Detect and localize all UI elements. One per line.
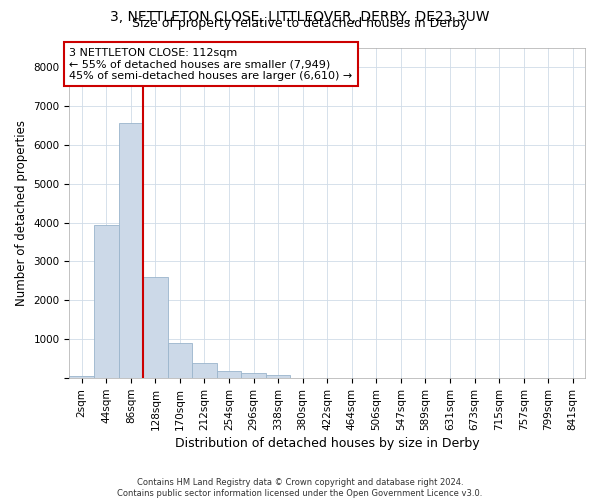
Text: 3, NETTLETON CLOSE, LITTLEOVER, DERBY, DE23 3UW: 3, NETTLETON CLOSE, LITTLEOVER, DERBY, D… [110,10,490,24]
Text: Size of property relative to detached houses in Derby: Size of property relative to detached ho… [133,18,467,30]
Bar [266,375,290,378]
Bar [217,371,241,378]
Bar [119,124,143,378]
Bar [167,343,192,378]
Text: Contains HM Land Registry data © Crown copyright and database right 2024.
Contai: Contains HM Land Registry data © Crown c… [118,478,482,498]
Bar [94,224,119,378]
X-axis label: Distribution of detached houses by size in Derby: Distribution of detached houses by size … [175,437,479,450]
Bar [143,277,167,378]
Y-axis label: Number of detached properties: Number of detached properties [15,120,28,306]
Bar [241,373,266,378]
Bar [70,376,94,378]
Bar [192,362,217,378]
Text: 3 NETTLETON CLOSE: 112sqm
← 55% of detached houses are smaller (7,949)
45% of se: 3 NETTLETON CLOSE: 112sqm ← 55% of detac… [70,48,353,80]
